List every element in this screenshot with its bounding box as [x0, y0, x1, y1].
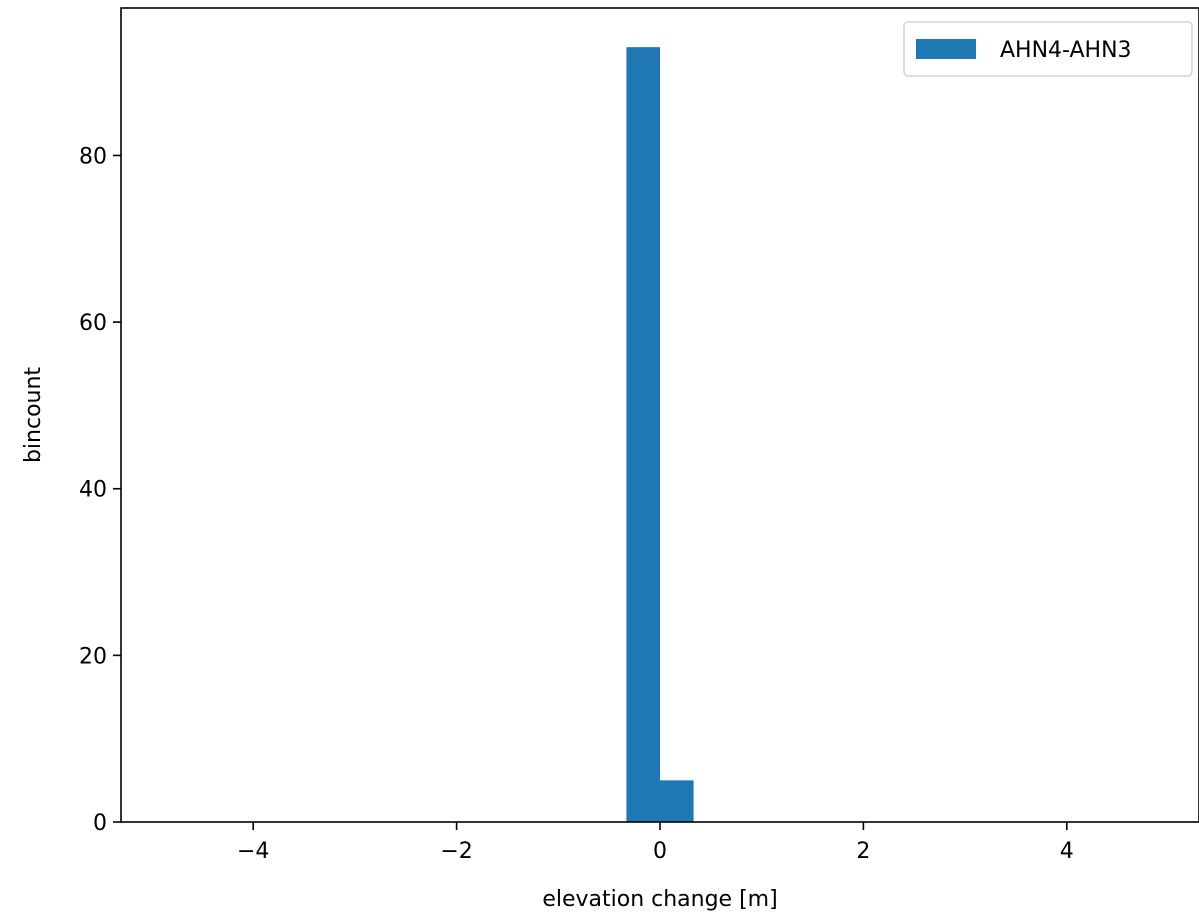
x-axis-label: elevation change [m]	[542, 887, 777, 912]
x-axis: −4 −2 0 2 4	[237, 822, 1074, 864]
legend-swatch	[916, 39, 976, 59]
legend: AHN4-AHN3	[903, 21, 1193, 77]
y-tick-label: 20	[79, 644, 107, 669]
x-tick-label: 0	[653, 839, 667, 864]
y-tick-label: 0	[93, 811, 107, 836]
histogram-bar	[660, 780, 694, 822]
legend-box	[903, 21, 1193, 77]
y-axis-label: bincount	[21, 367, 46, 463]
x-tick-label: 4	[1060, 839, 1074, 864]
x-tick-label: −2	[440, 839, 472, 864]
legend-label: AHN4-AHN3	[1000, 38, 1132, 63]
y-tick-label: 80	[79, 144, 107, 169]
y-axis: 0 20 40 60 80	[79, 144, 121, 836]
x-tick-label: 2	[856, 839, 870, 864]
x-tick-label: −4	[237, 839, 269, 864]
y-tick-label: 40	[79, 478, 107, 503]
histogram-bar	[626, 47, 660, 823]
bars-group	[626, 47, 694, 823]
y-tick-label: 60	[79, 311, 107, 336]
